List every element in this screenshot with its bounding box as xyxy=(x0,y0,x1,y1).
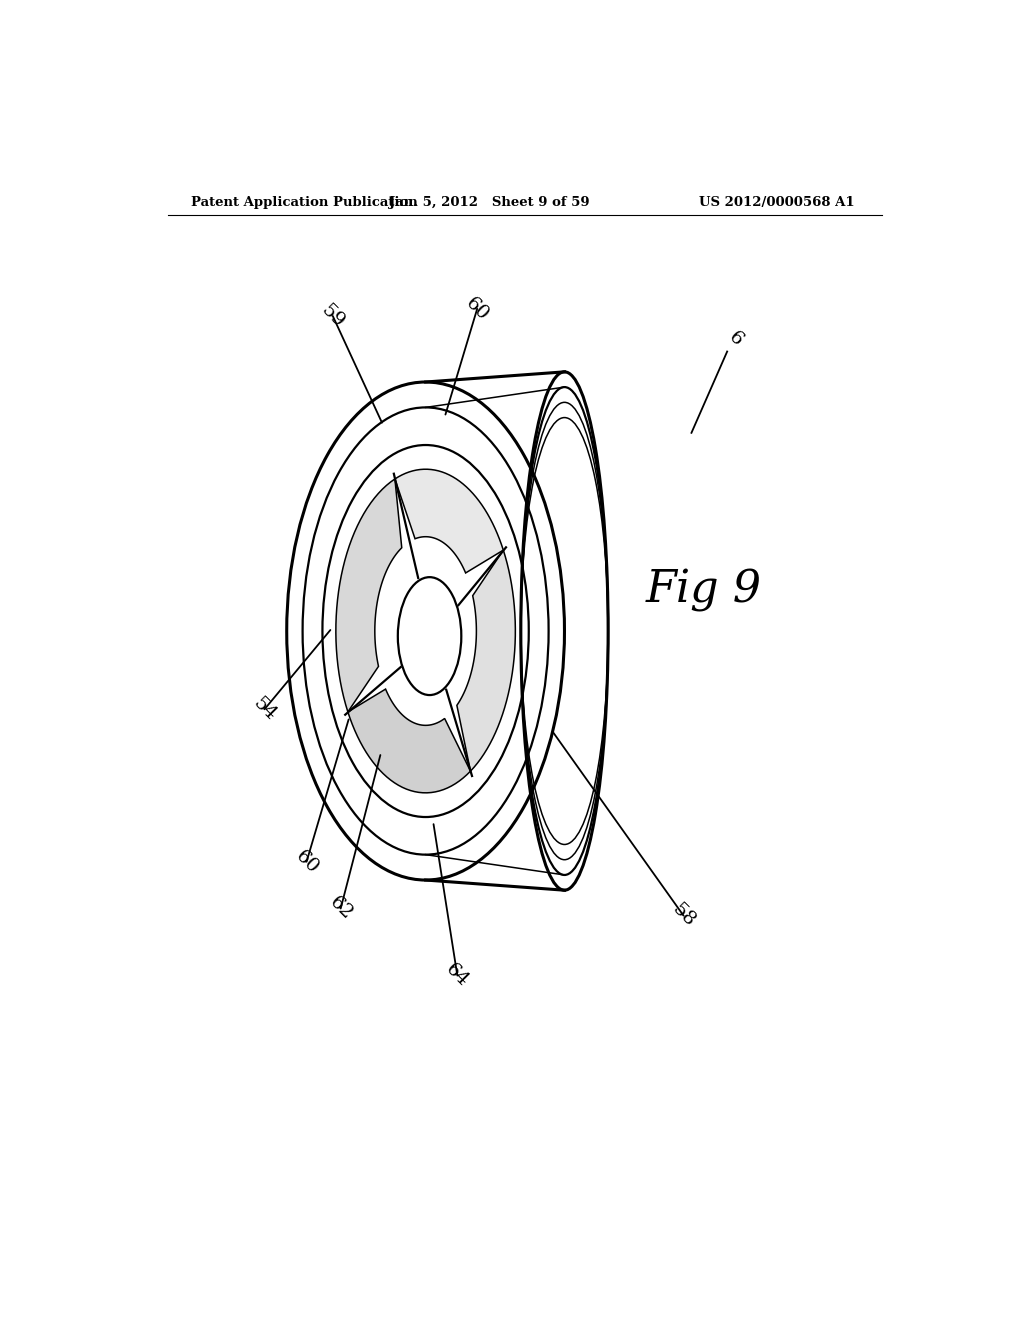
Text: 60: 60 xyxy=(292,846,322,876)
Text: 59: 59 xyxy=(317,301,348,331)
Text: 60: 60 xyxy=(462,294,493,323)
Text: US 2012/0000568 A1: US 2012/0000568 A1 xyxy=(698,195,854,209)
Polygon shape xyxy=(395,469,504,573)
Text: Jan. 5, 2012   Sheet 9 of 59: Jan. 5, 2012 Sheet 9 of 59 xyxy=(389,195,590,209)
Text: 6: 6 xyxy=(725,329,746,350)
Text: 54: 54 xyxy=(250,694,280,725)
Polygon shape xyxy=(336,479,401,711)
Polygon shape xyxy=(457,550,515,771)
Text: Fig 9: Fig 9 xyxy=(645,569,762,612)
Text: Patent Application Publication: Patent Application Publication xyxy=(191,195,418,209)
Ellipse shape xyxy=(397,577,462,696)
Polygon shape xyxy=(348,689,470,793)
Text: 64: 64 xyxy=(442,961,472,991)
Text: 62: 62 xyxy=(326,894,355,924)
Text: 58: 58 xyxy=(669,900,698,931)
